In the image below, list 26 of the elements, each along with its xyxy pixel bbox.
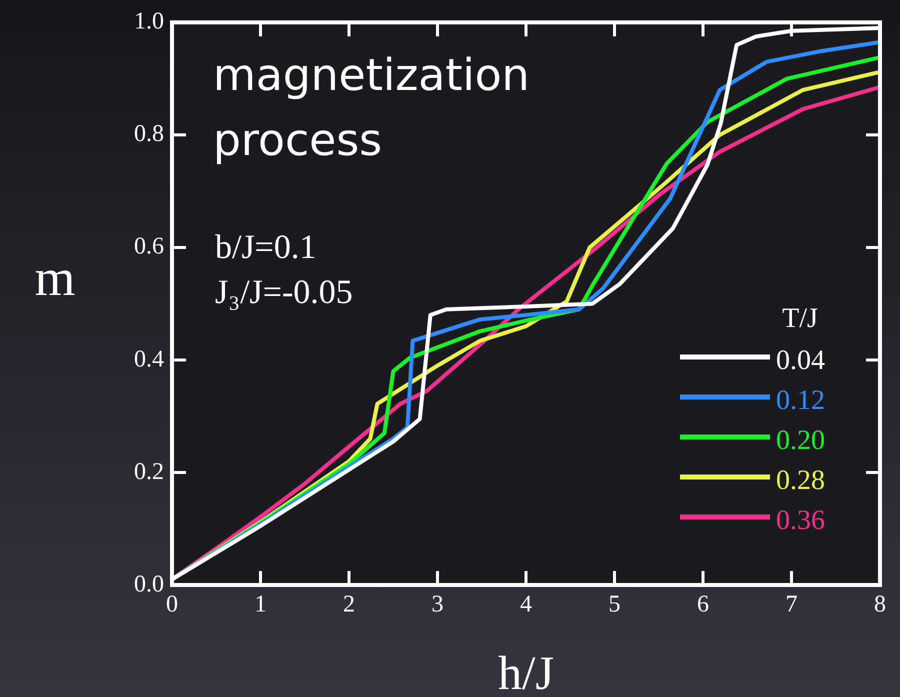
legend-label: 0.28: [776, 465, 825, 496]
annotation: J₃/J=-0.05: [215, 274, 353, 311]
legend-label: 0.12: [776, 385, 825, 416]
x-tick-label: 5: [608, 592, 620, 618]
x-tick-label: 7: [786, 592, 798, 618]
x-tick-label: 2: [343, 592, 355, 618]
y-tick-label: 0.8: [134, 121, 164, 148]
y-tick-label: 0.4: [134, 346, 164, 372]
x-tick-label: 0: [166, 592, 178, 618]
y-tick-label: 1.0: [134, 8, 164, 35]
text: magnetization process: [213, 50, 530, 166]
y-tick-label: 0.0: [134, 571, 164, 598]
annotation: b/J=0.1: [215, 229, 316, 266]
x-tick-label: 6: [697, 592, 709, 618]
y-axis-title: m: [34, 250, 76, 307]
y-tick-label: 0.2: [134, 458, 164, 485]
x-tick-label: 1: [254, 592, 266, 618]
legend-label: 0.20: [776, 425, 825, 456]
x-axis-title: h/J: [498, 647, 554, 697]
x-tick-label: 8: [874, 592, 886, 618]
x-tick-label: 4: [520, 592, 532, 618]
x-tick-label: 3: [432, 592, 444, 618]
legend-label: 0.36: [776, 505, 825, 536]
y-tick-label: 0.6: [134, 234, 164, 260]
legend-label: 0.04: [776, 345, 825, 376]
legend-title: T/J: [782, 303, 818, 334]
